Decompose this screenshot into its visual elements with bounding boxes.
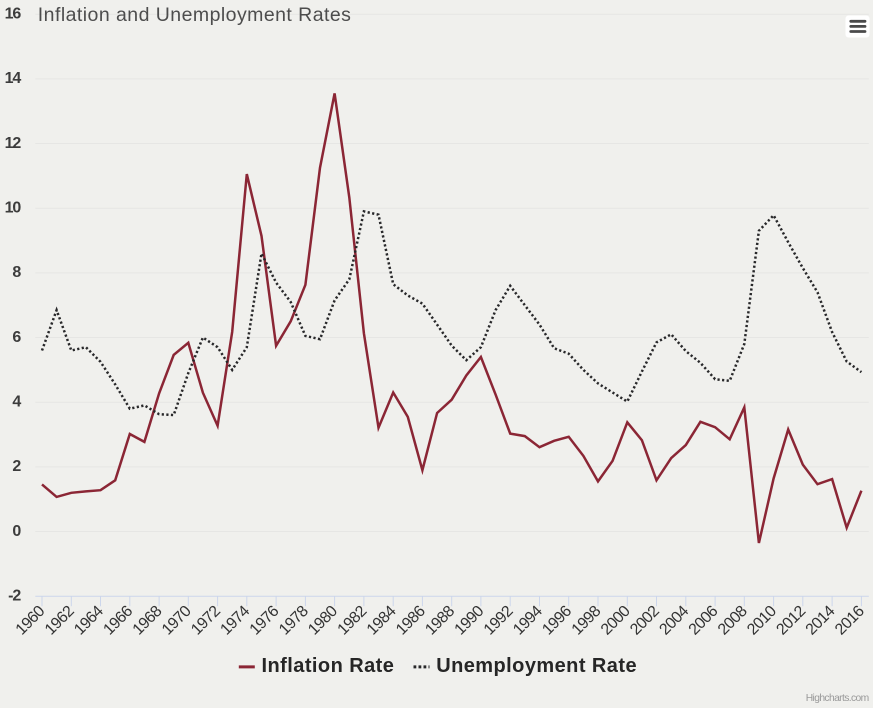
svg-text:Highcharts.com: Highcharts.com: [806, 693, 869, 703]
svg-text:12: 12: [5, 135, 22, 152]
svg-text:10: 10: [5, 200, 22, 217]
svg-text:4: 4: [12, 394, 21, 411]
svg-text:Unemployment Rate: Unemployment Rate: [436, 655, 637, 677]
svg-text:0: 0: [12, 523, 21, 540]
svg-text:2: 2: [12, 458, 21, 475]
svg-text:6: 6: [12, 329, 21, 346]
svg-text:14: 14: [5, 70, 22, 87]
svg-text:Inflation Rate: Inflation Rate: [262, 655, 395, 677]
svg-text:-2: -2: [8, 588, 21, 605]
svg-text:8: 8: [12, 264, 21, 281]
svg-text:Inflation and Unemployment Rat: Inflation and Unemployment Rates: [38, 4, 352, 26]
svg-text:16: 16: [5, 6, 22, 23]
